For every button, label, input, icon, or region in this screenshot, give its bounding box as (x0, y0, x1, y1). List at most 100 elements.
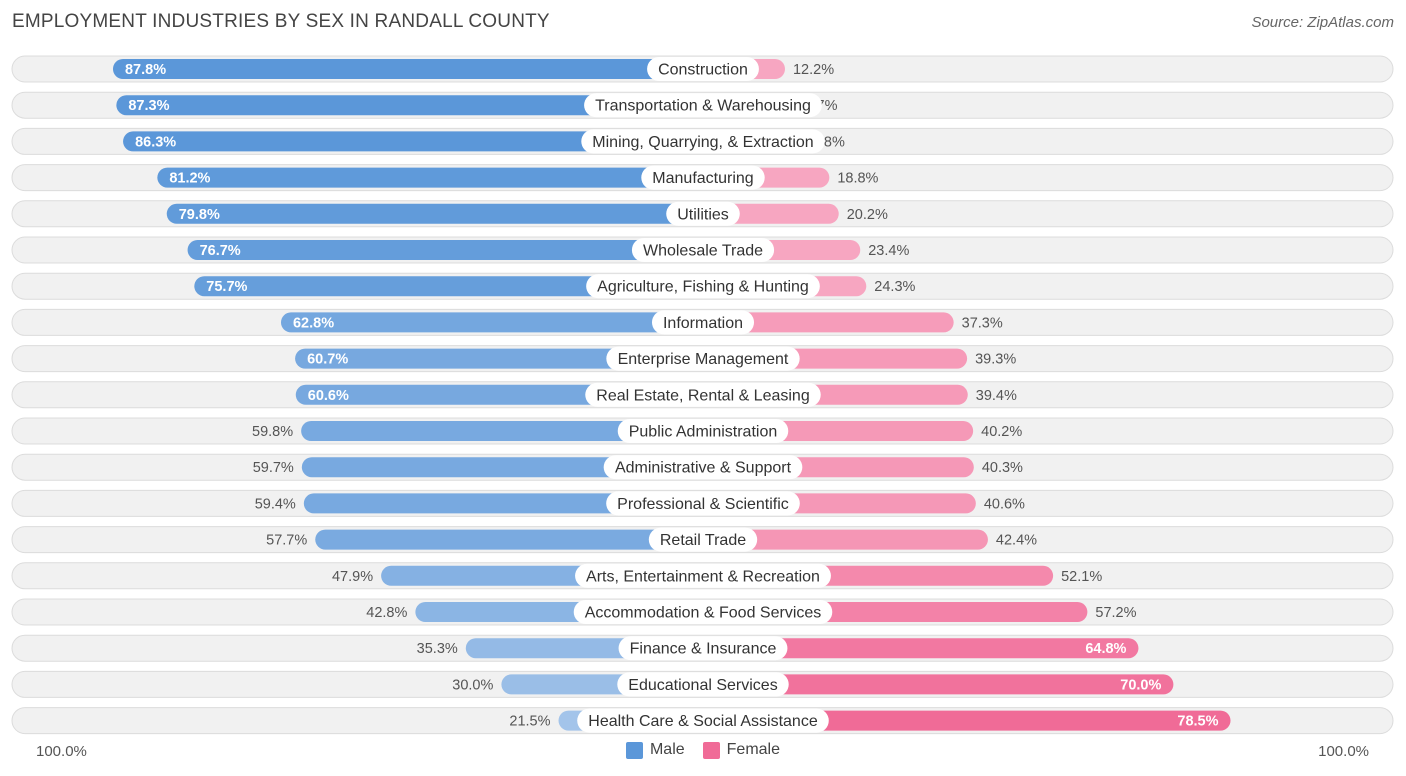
category-label-pill (586, 274, 820, 299)
bar-value-female: 20.2% (847, 207, 888, 223)
bar-male (166, 203, 703, 224)
bar-value-male: 60.7% (307, 352, 348, 368)
category-label: Transportation & Warehousing (595, 98, 811, 115)
category-label-pill (575, 563, 831, 588)
bar-value-female: 70.0% (1120, 677, 1161, 693)
chart-title: EMPLOYMENT INDUSTRIES BY SEX IN RANDALL … (12, 11, 550, 32)
category-label: Information (663, 315, 743, 332)
bar-value-male: 47.9% (332, 569, 373, 585)
bar-male (303, 493, 703, 514)
category-label-pill (585, 382, 821, 407)
category-label-pill (651, 310, 755, 335)
bar-value-female: 39.4% (976, 388, 1017, 404)
bar-female (703, 529, 988, 550)
category-label-pill (641, 165, 765, 190)
bar-male (194, 276, 703, 297)
category-label: Wholesale Trade (643, 243, 763, 260)
bar-female (703, 638, 1139, 659)
bar-value-female: 52.1% (1061, 569, 1102, 585)
category-label: Agriculture, Fishing & Hunting (597, 279, 809, 296)
category-label: Educational Services (628, 677, 777, 694)
bar-value-male: 35.3% (417, 641, 458, 657)
legend-item-male[interactable]: Male (625, 741, 685, 759)
bar-value-male: 60.6% (308, 388, 349, 404)
category-label-pill (647, 57, 759, 81)
bar-female (703, 710, 1231, 731)
category-label-pill (617, 419, 789, 443)
chart-legend: Male Female (0, 741, 1406, 759)
bar-value-male: 87.3% (128, 98, 169, 114)
bar-male (315, 529, 703, 550)
bar-male (301, 421, 703, 441)
category-label: Finance & Insurance (630, 641, 777, 658)
bar-value-female: 23.4% (868, 243, 909, 259)
bar-male (157, 167, 703, 188)
bar-value-male: 86.3% (135, 134, 176, 150)
bar-value-male: 62.8% (293, 315, 334, 331)
bar-value-male: 81.2% (169, 171, 210, 187)
bar-value-female: 39.3% (975, 352, 1016, 368)
category-label: Arts, Entertainment & Recreation (586, 568, 820, 585)
category-label-pill (581, 129, 825, 154)
bar-value-male: 76.7% (200, 243, 241, 259)
bar-value-female: 57.2% (1095, 605, 1136, 621)
bar-value-male: 75.7% (206, 279, 247, 295)
bar-value-female: 37.3% (962, 315, 1003, 331)
category-label: Administrative & Support (615, 460, 792, 477)
category-label: Public Administration (629, 424, 778, 441)
category-label-pill (577, 708, 829, 733)
bar-male (301, 457, 703, 478)
category-label-pill (584, 93, 822, 118)
legend-label-female: Female (726, 741, 781, 758)
category-label: Real Estate, Rental & Leasing (596, 387, 809, 404)
bar-male (112, 59, 703, 79)
category-label-pill (603, 455, 803, 480)
bar-value-male: 87.8% (125, 62, 166, 78)
category-label-pill (648, 527, 758, 552)
category-label: Manufacturing (652, 170, 753, 187)
category-label: Retail Trade (660, 532, 746, 549)
bar-value-male: 79.8% (179, 207, 220, 223)
bar-female (703, 674, 1174, 695)
category-label: Health Care & Social Assistance (588, 713, 818, 730)
category-label-pill (631, 238, 775, 262)
category-label-pill (606, 346, 800, 371)
legend-item-female[interactable]: Female (702, 741, 781, 759)
axis-left-label: 100.0% (36, 743, 87, 760)
bar-male (187, 240, 704, 260)
category-label: Accommodation & Food Services (585, 605, 822, 622)
bar-value-female: 42.4% (996, 533, 1037, 549)
bar-value-female: 40.6% (984, 496, 1025, 512)
bar-value-female: 78.5% (1177, 714, 1218, 730)
bar-male (295, 348, 703, 369)
category-label-pill (666, 201, 740, 226)
bar-female (703, 312, 954, 333)
bar-value-male: 57.7% (266, 533, 307, 549)
category-label-pill (606, 491, 800, 516)
bar-value-male: 42.8% (366, 605, 407, 621)
bar-value-male: 21.5% (509, 714, 550, 730)
category-label: Construction (658, 62, 748, 79)
bar-value-female: 12.2% (793, 62, 834, 78)
bar-value-female: 40.3% (982, 460, 1023, 476)
legend-swatch-male (625, 741, 643, 759)
legend-label-male: Male (649, 741, 685, 758)
category-label-pill (618, 636, 788, 661)
bar-value-male: 59.7% (253, 460, 294, 476)
bar-male (116, 95, 704, 116)
source-label: Source: ZipAtlas.com (1251, 14, 1394, 31)
legend-swatch-female (702, 741, 720, 759)
category-label: Mining, Quarrying, & Extraction (592, 134, 813, 151)
bar-male (280, 312, 703, 333)
bar-value-male: 59.4% (255, 496, 296, 512)
category-label-pill (617, 672, 789, 697)
category-label: Professional & Scientific (617, 496, 789, 513)
axis-right-label: 100.0% (1318, 743, 1369, 760)
bar-value-male: 59.8% (252, 424, 293, 440)
bar-value-female: 40.2% (981, 424, 1022, 440)
bar-value-female: 64.8% (1085, 641, 1126, 657)
bar-value-female: 24.3% (874, 279, 915, 295)
category-label-pill (573, 600, 833, 624)
category-label: Enterprise Management (618, 351, 789, 368)
